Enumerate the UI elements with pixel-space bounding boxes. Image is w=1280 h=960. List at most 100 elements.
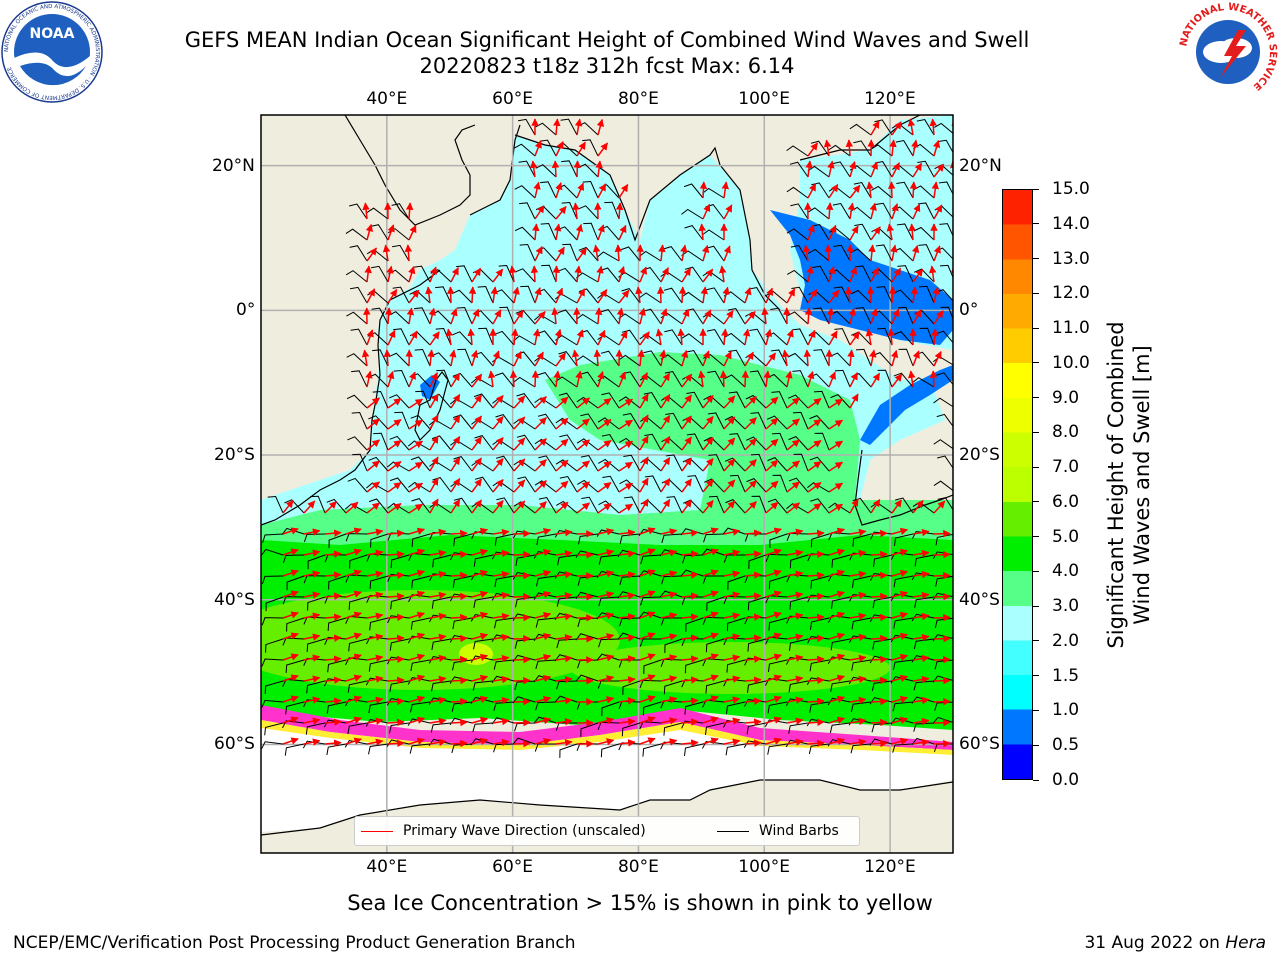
wave-arrow [955,397,966,408]
wave-arrow [890,244,898,262]
wave-arrow [593,349,602,367]
wave-arrow [807,370,815,388]
wave-arrow [933,550,951,559]
wave-arrow [828,611,846,619]
wave-arrow [681,373,693,388]
wave-arrow [805,160,813,178]
wave-arrow [555,696,573,705]
wave-arrow [660,528,678,536]
wave-arrow [471,527,489,536]
wind-barb [562,243,578,262]
wave-arrow [597,549,615,557]
wave-arrow [870,739,888,748]
wave-arrow [450,550,468,559]
wind-barb [704,722,725,736]
wave-arrow [828,674,846,682]
wind-barb [516,393,536,409]
wind-barb [598,500,620,514]
lon-label-80-bottom: 80°E [617,857,659,877]
wave-arrow [513,500,526,514]
wave-arrow [890,349,899,367]
wave-arrow [786,717,804,725]
wave-arrow [912,350,920,367]
wave-arrow [555,287,564,304]
wave-arrow [366,591,384,599]
wave-arrow [387,439,402,451]
wind-barb [388,352,410,367]
wave-arrow [618,461,634,472]
wave-arrow [828,482,844,493]
wind-barb [373,432,389,451]
ice-edge-yellow [261,720,953,755]
wave-arrow [555,738,573,747]
wave-arrow [282,737,299,745]
colorbar-label: 5.0 [1052,526,1080,547]
wind-barb [576,396,599,409]
wave-arrow [786,288,796,304]
wind-barb [850,289,872,304]
wave-arrow [639,569,656,577]
wave-arrow [597,460,612,472]
wave-arrow [681,634,699,642]
wave-arrow [807,329,816,346]
wind-barb [770,307,788,325]
colorbar-tick [1033,362,1039,364]
lon-label-40-top: 40°E [366,89,408,109]
wave-arrow [849,633,867,642]
wind-barb [751,495,767,514]
wave-arrow [933,676,951,685]
wave-arrow [597,397,612,409]
wave-arrow [933,571,951,580]
wave-arrow [891,203,899,220]
wave-arrow [450,613,468,622]
wave-arrow [282,527,299,535]
wave-arrow [933,697,951,706]
wave-arrow [429,266,437,283]
wind-barb [538,455,557,472]
wind-barb [414,349,431,367]
wave-arrow [534,310,546,325]
wave-arrow [702,737,719,745]
wind-barb [685,350,704,367]
wave-arrow [618,330,628,346]
wave-arrow [554,328,563,346]
wind-barb [832,161,851,178]
wave-arrow [408,716,426,724]
wave-arrow [744,676,762,684]
wind-barb [389,394,410,409]
wave-arrow [845,139,854,157]
wave-arrow [555,246,565,262]
wave-arrow [597,329,606,346]
wave-arrow [660,308,668,325]
wave-arrow [828,653,846,661]
wave-arrow [618,265,626,283]
wave-arrow [513,718,531,727]
wave-arrow [324,718,342,726]
wave-arrow [889,139,897,157]
wave-arrow [303,675,321,683]
sea-ice-note: Sea Ice Concentration > 15% is shown in … [347,891,933,915]
wind-barb [830,680,851,692]
wind-barb [766,415,788,430]
wind-barb [285,659,305,673]
wave-arrow [345,548,362,556]
wind-barb [537,372,557,388]
wave-arrow [907,118,916,136]
wave-arrow [765,527,782,535]
wind-barb [708,495,725,514]
wind-barb [809,415,830,430]
wind-barb [663,246,683,262]
wave-arrow [429,633,447,642]
wave-arrow [576,397,591,409]
wave-arrow [429,654,447,663]
wave-arrow [303,612,321,620]
lon-label-120-top: 120°E [864,89,916,109]
wave-arrow [384,307,393,325]
lat-label-0-right: 0° [959,300,979,321]
wind-barb [770,349,788,367]
wave-arrow [576,141,586,157]
wind-barb [602,475,620,493]
colorbar-label: 8.0 [1052,422,1080,443]
wind-barb [286,575,305,591]
wind-barb [498,265,515,283]
